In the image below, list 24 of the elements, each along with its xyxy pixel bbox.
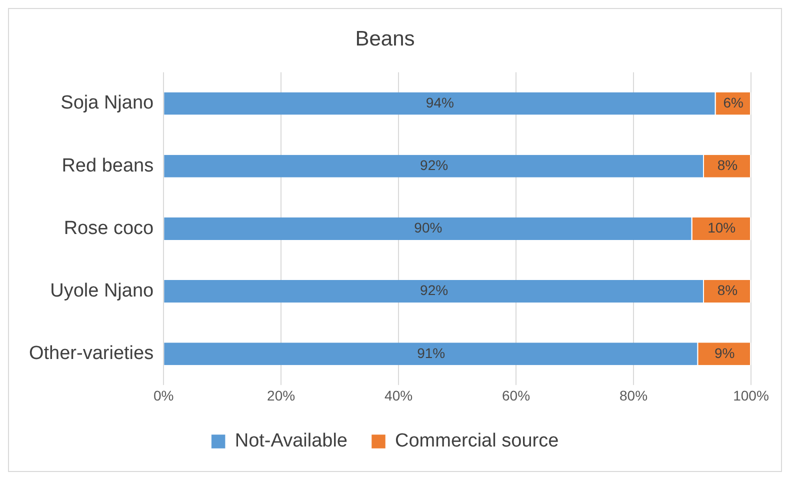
x-tick-label: 40% (384, 387, 413, 404)
data-label: 94% (426, 94, 454, 110)
data-label: 92% (420, 156, 448, 173)
y-tick-label: Other-varieties (28, 343, 154, 364)
y-tick-label: Uyole Njano (50, 280, 154, 302)
x-tick-label: 100% (733, 387, 769, 404)
y-tick-label: Red beans (62, 155, 154, 176)
data-label: 8% (717, 156, 738, 173)
data-label: 92% (420, 282, 448, 298)
x-tick-label: 20% (267, 387, 296, 404)
data-label: 90% (414, 220, 442, 236)
data-label: 8% (717, 282, 738, 298)
data-label: 10% (708, 220, 736, 236)
x-tick-label: 60% (502, 387, 530, 404)
data-label: 91% (417, 344, 446, 361)
y-tick-label: Soja Njano (60, 92, 154, 114)
y-tick-label: Rose coco (64, 218, 154, 239)
legend-label: Not-Available (234, 430, 348, 452)
data-label: 9% (714, 344, 735, 361)
data-label: 6% (723, 94, 744, 110)
x-tick-label: 80% (620, 387, 648, 404)
x-tick-label: 0% (153, 387, 174, 404)
chart-title: Beans (355, 27, 415, 50)
legend-label: Commercial source (395, 430, 559, 452)
